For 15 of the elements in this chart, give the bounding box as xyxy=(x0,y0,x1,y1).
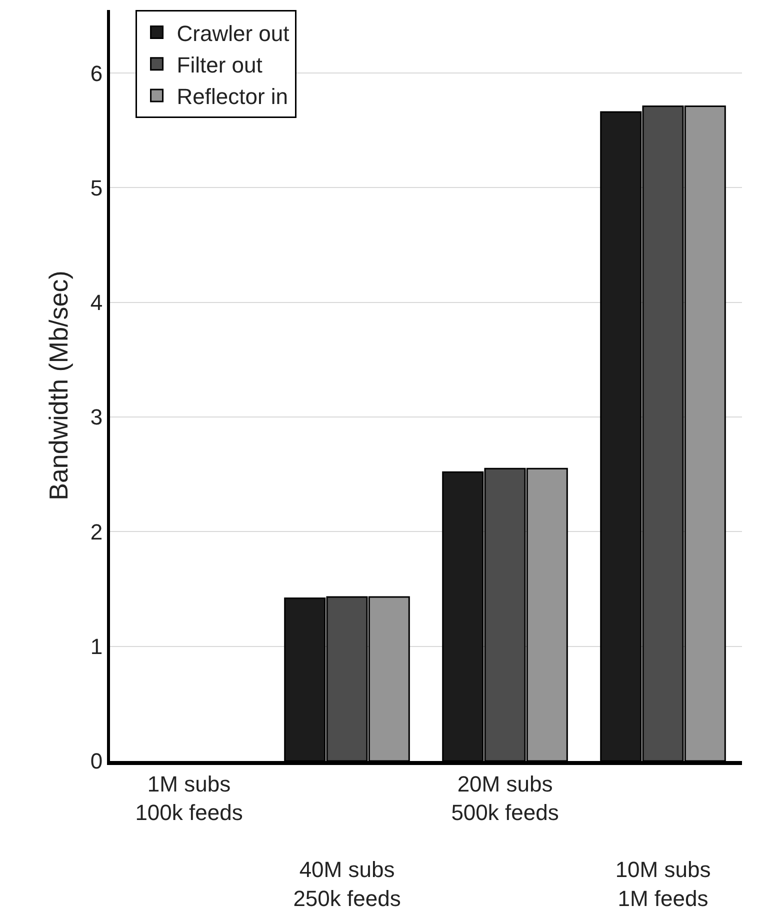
y-tick-label: 1 xyxy=(90,634,103,660)
y-tick-label: 2 xyxy=(90,519,103,544)
y-tick-label: 4 xyxy=(90,290,103,316)
x-tick-label: 40M subs 250k feeds xyxy=(293,857,401,911)
y-tick-label: 6 xyxy=(90,60,103,86)
legend-label: Crawler out xyxy=(176,20,290,46)
x-tick-label: 10M subs 1M feeds xyxy=(615,857,711,911)
x-tick-label: 20M subs 500k feeds xyxy=(451,771,559,825)
x-tick-label: 1M subs 100k feeds xyxy=(135,771,243,825)
y-tick-label: 3 xyxy=(90,404,103,430)
y-tick-label: 5 xyxy=(90,175,103,200)
y-tick-label: 0 xyxy=(90,748,103,774)
legend-label: Filter out xyxy=(176,52,262,78)
legend-label: Reflector in xyxy=(176,84,288,110)
y-axis-title: Bandwidth (Mb/sec) xyxy=(44,270,74,500)
